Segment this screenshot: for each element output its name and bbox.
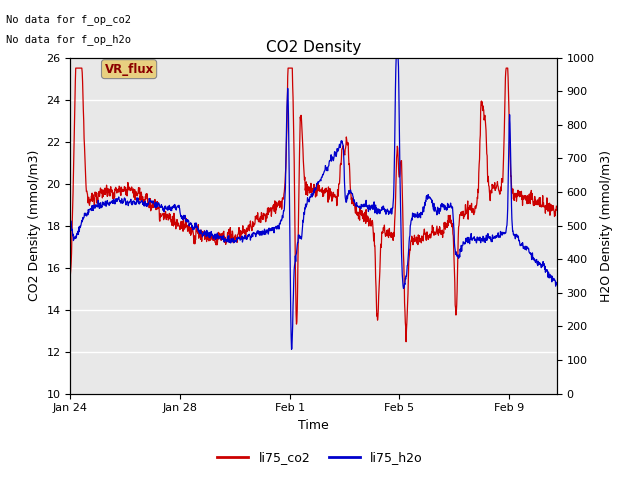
Legend: li75_co2, li75_h2o: li75_co2, li75_h2o: [212, 446, 428, 469]
Text: No data for f_op_h2o: No data for f_op_h2o: [6, 34, 131, 45]
Y-axis label: CO2 Density (mmol/m3): CO2 Density (mmol/m3): [28, 150, 41, 301]
Text: No data for f_op_co2: No data for f_op_co2: [6, 14, 131, 25]
X-axis label: Time: Time: [298, 419, 329, 432]
Y-axis label: H2O Density (mmol/m3): H2O Density (mmol/m3): [600, 150, 613, 301]
Title: CO2 Density: CO2 Density: [266, 40, 361, 55]
Text: VR_flux: VR_flux: [104, 63, 154, 76]
